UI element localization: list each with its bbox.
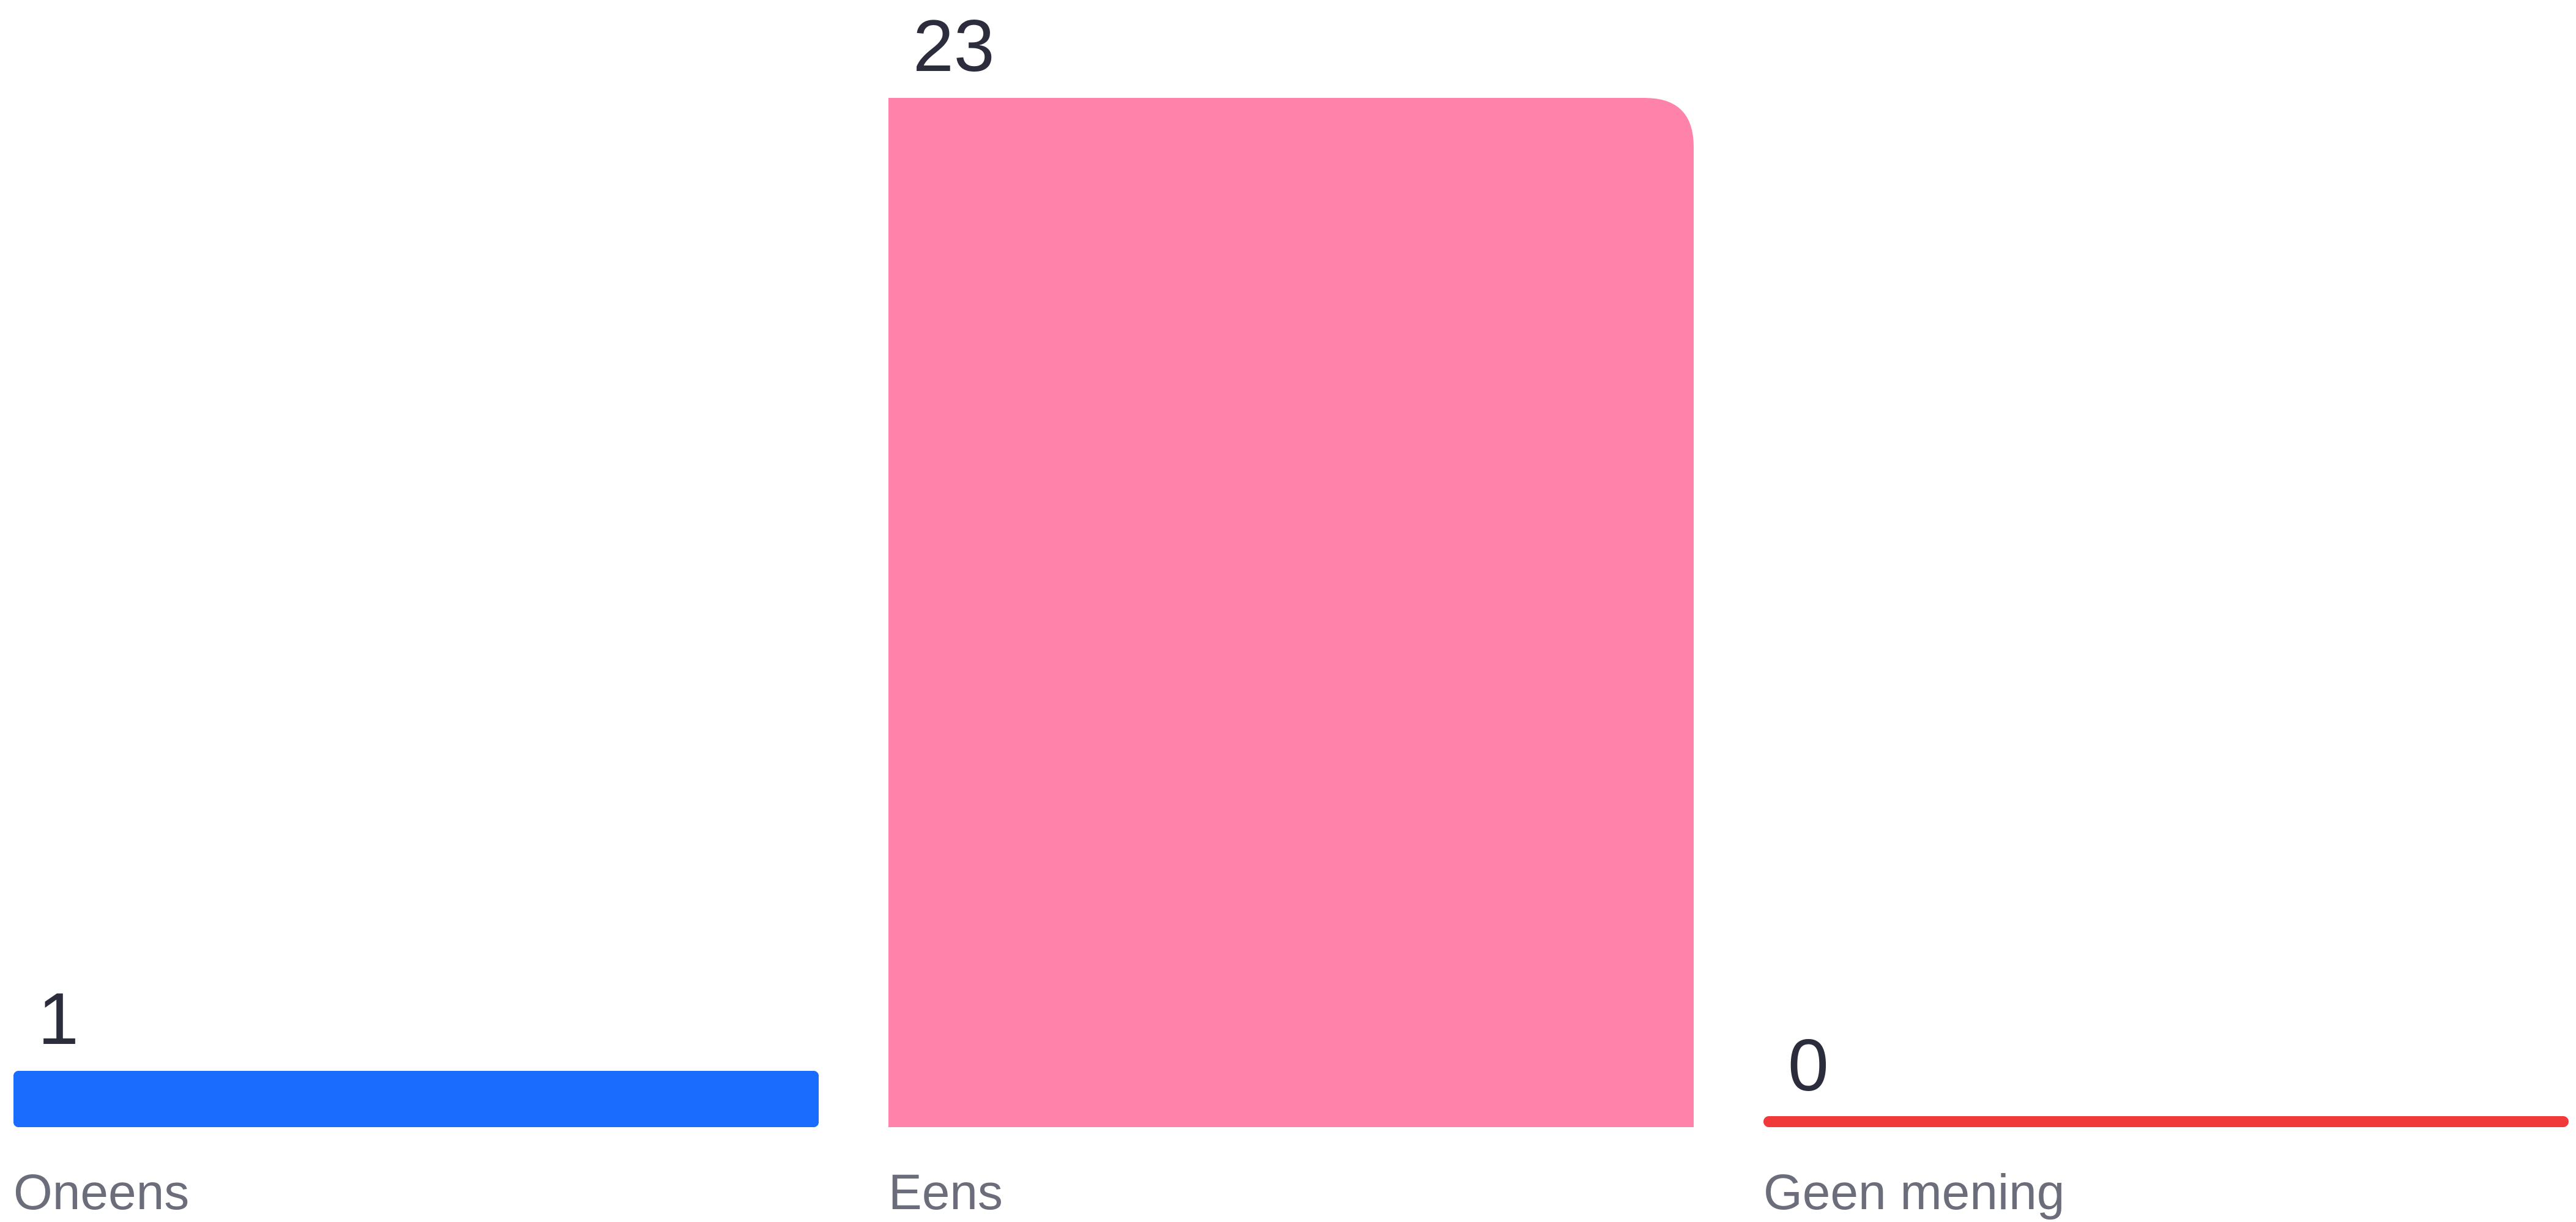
value-labels-group: 1 23 0 bbox=[38, 5, 1829, 1106]
value-label-oneens: 1 bbox=[38, 978, 79, 1060]
bar-geen-mening bbox=[1763, 1116, 2569, 1127]
bars-group bbox=[13, 98, 2569, 1127]
category-label-oneens: Oneens bbox=[13, 1164, 189, 1220]
bar-oneens bbox=[13, 1071, 819, 1127]
value-label-geen-mening: 0 bbox=[1788, 1024, 1829, 1106]
bar-eens bbox=[888, 98, 1694, 1127]
category-label-geen-mening: Geen mening bbox=[1763, 1164, 2064, 1220]
category-labels-group: Oneens Eens Geen mening bbox=[13, 1164, 2064, 1220]
category-label-eens: Eens bbox=[888, 1164, 1003, 1220]
value-label-eens: 23 bbox=[913, 5, 994, 87]
